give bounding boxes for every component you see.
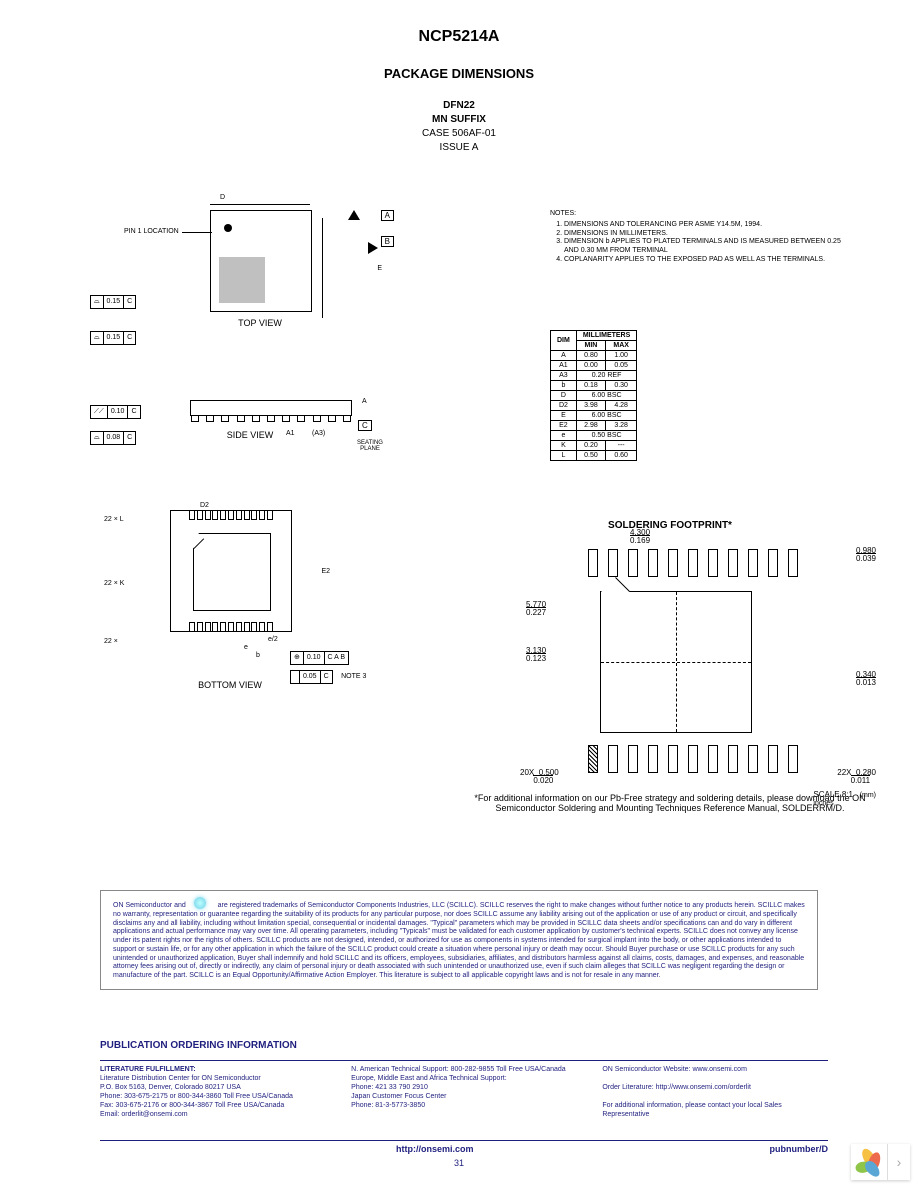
dim-D2: D2 (200, 502, 209, 509)
gdt-bottom-2: 0.05C (290, 670, 333, 684)
ordering-line: ON Semiconductor Website: www.onsemi.com (602, 1065, 828, 1074)
footer-pubnum: pubnumber/D (770, 1144, 829, 1154)
datum-b: B (381, 236, 394, 247)
case-code: CASE 506AF-01 (0, 127, 918, 141)
package-suffix: MN SUFFIX (0, 113, 918, 127)
issue: ISSUE A (0, 141, 918, 155)
redacted-logo-icon (188, 899, 216, 907)
lit-fulfillment-heading: LITERATURE FULFILLMENT: (100, 1065, 326, 1074)
ordering-line: Phone: 421 33 790 2910 (351, 1083, 577, 1092)
dim-A3: (A3) (312, 430, 325, 437)
top-view-diagram: D A B E PIN 1 LOCATION ⌓0.15C ⌓0.15C TOP… (90, 210, 370, 380)
ordering-line (602, 1092, 828, 1101)
table-row: D6.00 BSC (551, 391, 637, 401)
notes-block: NOTES: DIMENSIONS AND TOLERANCING PER AS… (550, 210, 850, 265)
table-row: b0.180.30 (551, 381, 637, 391)
notes-title: NOTES: (550, 210, 850, 219)
table-row: A10.000.05 (551, 361, 637, 371)
bottom-view-label: BOTTOM VIEW (170, 680, 290, 690)
bottom-view-diagram: 22 × L 22 × K D2 E2 22 × e e/2 b ⊕0.10C … (90, 510, 370, 710)
dim-A: A (362, 398, 367, 405)
note3-ref: NOTE 3 (341, 673, 366, 680)
gdt-side-2: ⌓0.08C (90, 431, 136, 445)
ordering-line: Fax: 303-675-2176 or 800-344-3867 Toll F… (100, 1101, 326, 1110)
dim-E-label: E (377, 265, 382, 272)
ordering-line (602, 1074, 828, 1083)
part-number: NCP5214A (0, 0, 918, 46)
table-row: e0.50 BSC (551, 431, 637, 441)
fp-22x: 22X (837, 768, 851, 777)
dim-D-label: D (220, 194, 225, 201)
dimension-table: DIMMILLIMETERS MINMAX A0.801.00A10.000.0… (550, 330, 637, 461)
ordering-line: For additional information, please conta… (602, 1101, 828, 1119)
ordering-col-1: LITERATURE FULFILLMENT: Literature Distr… (100, 1065, 326, 1120)
dim-E2: E2 (321, 568, 330, 575)
ordering-line: P.O. Box 5163, Denver, Colorado 80217 US… (100, 1083, 326, 1092)
scale-label: SCALE 8:1 (813, 790, 853, 799)
datum-c: C (358, 420, 372, 431)
fp-pitch-in: 0.020 (533, 775, 553, 785)
disclaimer-part1: ON Semiconductor and (113, 902, 188, 909)
side-view-label: SIDE VIEW (210, 430, 290, 440)
notes-item: DIMENSIONS AND TOLERANCING PER ASME Y14.… (564, 221, 850, 230)
ordering-col-3: ON Semiconductor Website: www.onsemi.com… (602, 1065, 828, 1120)
ordering-line: Literature Distribution Center for ON Se… (100, 1074, 326, 1083)
dim-e2: e/2 (268, 636, 278, 643)
ordering-col-2: N. American Technical Support: 800-282-9… (351, 1065, 577, 1120)
side-view-diagram: ⟋⟋0.10C ⌓0.08C A A1 (A3) C SEATING PLANE… (90, 400, 370, 495)
table-row: E6.00 BSC (551, 411, 637, 421)
soldering-footprint: SOLDERING FOOTPRINT* 4.300 0.169 (460, 520, 880, 830)
fp-pinw-in: 0.011 (851, 775, 870, 785)
table-row: E22.983.28 (551, 421, 637, 431)
ordering-line: Phone: 81-3-5773-3850 (351, 1101, 577, 1110)
fp-h-in: 0.227 (526, 607, 546, 617)
ordering-line: Japan Customer Focus Center (351, 1092, 577, 1101)
fp-lw-in: 0.013 (856, 677, 876, 687)
gdt-side-1: ⟋⟋0.10C (90, 405, 141, 419)
soldering-title: SOLDERING FOOTPRINT* (460, 520, 880, 531)
count22-L: 22 × L (104, 516, 124, 523)
ordering-line: Phone: 303-675-2175 or 800-344-3860 Toll… (100, 1092, 326, 1101)
floating-widget[interactable]: › (851, 1144, 910, 1180)
datum-a: A (381, 210, 394, 221)
seating-plane-label: SEATING PLANE (350, 440, 390, 452)
footer-bar: http://onsemi.com pubnumber/D (100, 1140, 828, 1154)
section-title: PACKAGE DIMENSIONS (0, 66, 918, 81)
fp-padh-in: 0.123 (526, 653, 546, 663)
page-number: 31 (0, 1158, 918, 1168)
dim-e: e (244, 644, 248, 651)
fp-w-in: 0.169 (630, 535, 650, 545)
notes-item: DIMENSION b APPLIES TO PLATED TERMINALS … (564, 238, 850, 256)
disclaimer: ON Semiconductor and are registered trad… (100, 890, 818, 990)
widget-next-button[interactable]: › (887, 1144, 910, 1180)
table-row: D23.984.28 (551, 401, 637, 411)
table-row: K0.20--- (551, 441, 637, 451)
fp-pinh-in: 0.039 (856, 553, 876, 563)
count22-b: 22 × (104, 638, 118, 645)
pin1-location-label: PIN 1 LOCATION (124, 228, 179, 235)
ordering-line: Europe, Middle East and Africa Technical… (351, 1074, 577, 1083)
ordering-line: Order Literature: http://www.onsemi.com/… (602, 1083, 828, 1092)
ordering-line: Email: orderlit@onsemi.com (100, 1110, 326, 1119)
table-row: L0.500.60 (551, 451, 637, 461)
footer-url: http://onsemi.com (396, 1144, 474, 1154)
package-header: DFN22 MN SUFFIX CASE 506AF-01 ISSUE A (0, 99, 918, 155)
ordering-title: PUBLICATION ORDERING INFORMATION (100, 1040, 297, 1051)
package-name: DFN22 (0, 99, 918, 113)
notes-item: DIMENSIONS IN MILLIMETERS. (564, 230, 850, 239)
dim-b: b (256, 652, 260, 659)
gdt-bottom-1: ⊕0.10C A B (290, 651, 349, 665)
ordering-line: N. American Technical Support: 800-282-9… (351, 1065, 577, 1074)
top-view-label: TOP VIEW (210, 318, 310, 328)
gdt-top-1: ⌓0.15C (90, 295, 136, 309)
table-row: A30.20 REF (551, 371, 637, 381)
disclaimer-part2: are registered trademarks of Semiconduct… (113, 902, 805, 979)
ordering-columns: LITERATURE FULFILLMENT: Literature Distr… (100, 1060, 828, 1120)
notes-item: COPLANARITY APPLIES TO THE EXPOSED PAD A… (564, 256, 850, 265)
table-row: A0.801.00 (551, 351, 637, 361)
widget-logo-icon (851, 1144, 887, 1180)
count22-K: 22 × K (104, 580, 124, 587)
gdt-top-2: ⌓0.15C (90, 331, 136, 345)
